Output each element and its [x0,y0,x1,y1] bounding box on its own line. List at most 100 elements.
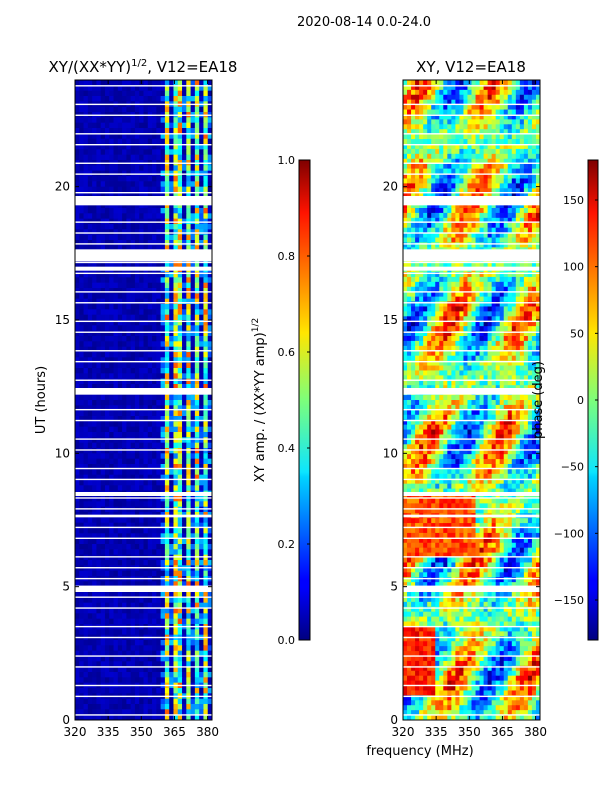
amp-cell [122,165,127,172]
amp-cell [190,384,196,390]
amp-cell [117,234,123,241]
amp-cell [96,373,102,380]
phase-cell [411,168,416,175]
amp-cell [117,677,123,684]
phase-cell [427,109,432,115]
phase-cell [531,124,537,130]
amp-cell [147,421,153,428]
phase-cell [439,94,444,101]
amp-cell [177,400,183,406]
amp-cell [190,149,196,156]
phase-cell [443,208,448,214]
phase-cell [455,144,460,150]
phase-cell [415,104,420,111]
amp-cell [75,90,80,97]
amp-cell [194,437,200,444]
amp-cell [173,698,179,705]
amp-cell [92,474,97,481]
amp-cell [113,661,119,668]
amp-cell [92,416,97,422]
amp-cell [164,394,170,401]
amp-cell [147,480,153,486]
amp-cell [87,661,93,668]
amp-cell [177,261,183,268]
amp-cell [126,437,132,444]
amp-cell [109,138,115,145]
amp-cell [199,453,204,460]
phase-cell [423,104,428,111]
amp-cell [156,304,162,310]
amp-cell [207,517,213,524]
phase-cell [459,153,464,160]
amp-cell [122,480,127,486]
amp-cell [134,96,140,102]
amp-cell [134,122,140,129]
colorbar-tick-label: 0.6 [278,346,296,359]
amp-cell [109,346,115,353]
amp-cell [134,640,140,646]
amp-cell [182,85,187,92]
amp-cell [152,421,157,428]
amp-cell [87,240,93,246]
amp-cell [139,560,144,566]
phase-cell [463,89,468,96]
amp-cell [130,240,136,246]
amp-cell [117,261,123,268]
amp-cell [92,560,97,566]
phase-cell [467,94,472,101]
amp-cell [173,240,179,246]
amp-cell [75,453,80,460]
amp-cell [92,480,97,486]
amp-cell [87,245,93,252]
amp-cell [207,592,213,598]
amp-cell [199,602,204,609]
amp-cell [190,309,196,316]
phase-cell [451,94,456,101]
amp-cell [203,240,209,246]
amp-cell [113,698,119,705]
amp-cell [156,453,162,460]
amp-cell [190,421,196,428]
amp-cell [96,485,102,492]
amp-cell [83,608,89,614]
amp-cell [169,469,174,476]
phase-cell [463,109,468,115]
amp-cell [87,528,93,534]
amp-cell [152,581,157,588]
phase-cell [467,114,472,120]
phase-cell [419,163,424,170]
phase-cell [515,139,521,145]
phase-cell [451,129,456,135]
amp-cell [160,560,166,566]
amp-cell [126,106,132,113]
amp-cell [147,592,153,598]
phase-cell [439,104,444,111]
amp-cell [194,442,200,449]
amp-cell [152,90,157,97]
phase-cell [503,114,509,120]
phase-cell [463,124,468,130]
amp-cell [130,314,136,321]
amp-cell [109,192,115,198]
amp-cell [143,416,149,422]
amp-cell [92,149,97,156]
phase-cell [411,153,416,160]
amp-cell [83,133,89,140]
amp-cell [134,538,140,545]
amp-cell [109,224,115,230]
amp-cell [87,704,93,710]
amp-cell [186,229,192,236]
amp-cell [177,453,183,460]
amp-cell [96,144,102,150]
amp-cell [130,650,136,657]
amp-cell [199,293,204,300]
phase-cell [415,158,420,165]
amp-cell [117,378,123,385]
amp-cell [134,378,140,385]
amp-cell [160,122,166,129]
amp-cell [160,309,166,316]
amp-cell [152,464,157,470]
amp-cell [139,469,144,476]
amp-cell [199,528,204,534]
amp-cell [207,320,213,326]
